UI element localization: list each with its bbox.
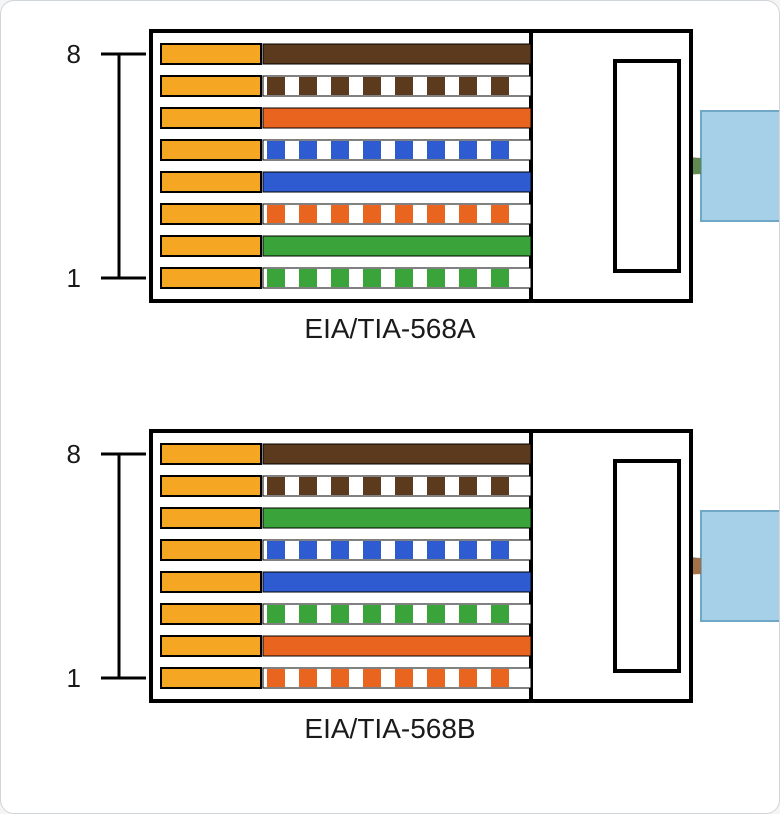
svg-text:8: 8 — [67, 439, 81, 469]
svg-text:1: 1 — [67, 663, 81, 693]
svg-text:1: 1 — [67, 263, 81, 293]
caption-568a: EIA/TIA-568A — [1, 313, 779, 345]
diagram-frame: 8 1 8 1 EIA/TIA-568A EIA/TIA-568B — [0, 0, 780, 814]
caption-568b: EIA/TIA-568B — [1, 713, 779, 745]
svg-text:8: 8 — [67, 39, 81, 69]
rj45-wiring-diagram: 8 1 8 1 — [1, 1, 780, 814]
